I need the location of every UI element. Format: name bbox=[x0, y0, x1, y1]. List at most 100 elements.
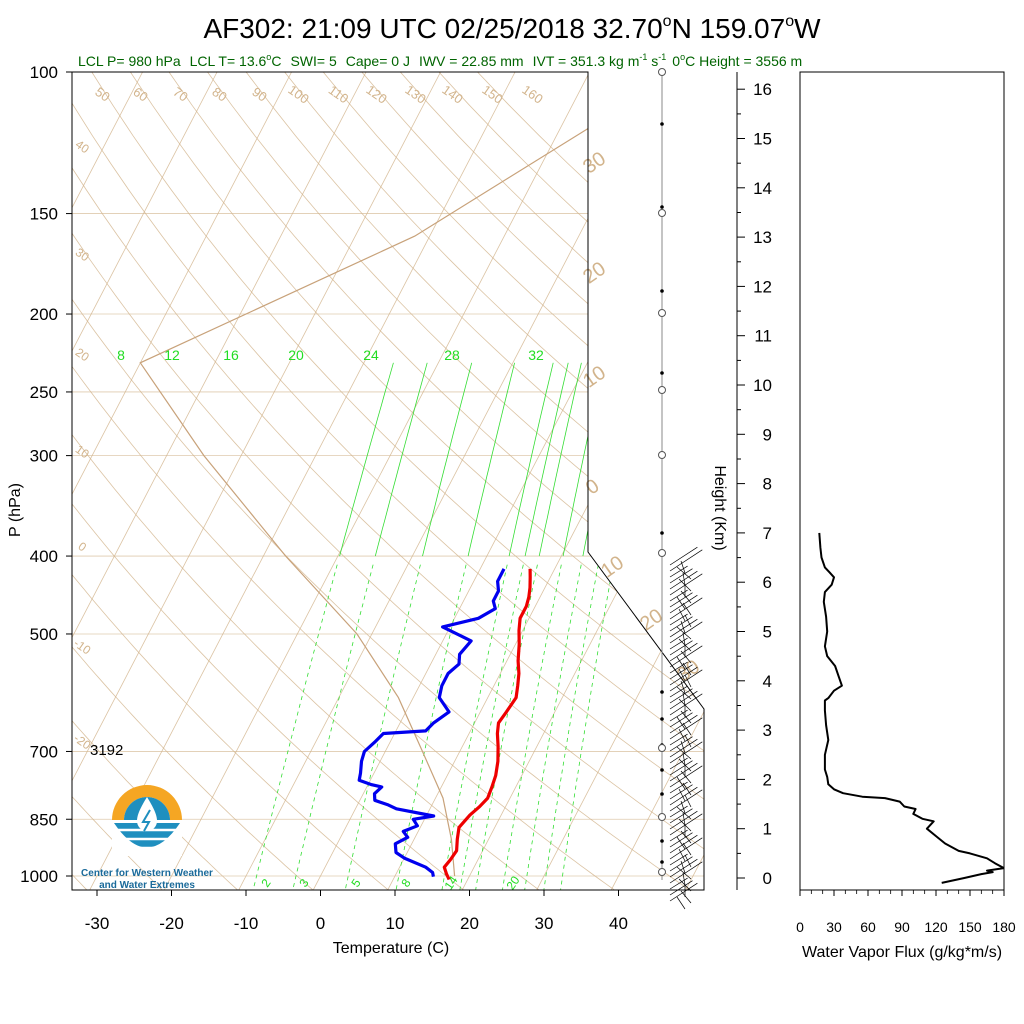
wind-barb-flag bbox=[680, 740, 686, 754]
mixing-ratio-label-bottom: 8 bbox=[398, 876, 413, 890]
wind-barb bbox=[669, 829, 688, 842]
wind-barb bbox=[669, 709, 688, 722]
dry-adiabat-line bbox=[130, 72, 704, 890]
pressure-tick-label: 200 bbox=[30, 305, 58, 324]
cw3e-logo: Center for Western Weather and Water Ext… bbox=[81, 785, 213, 891]
wind-barb bbox=[669, 549, 703, 572]
flux-tick-label: 180 bbox=[992, 919, 1016, 935]
barb-dot bbox=[660, 860, 664, 864]
wind-barb bbox=[669, 834, 698, 854]
mixing-ratio-line bbox=[344, 564, 421, 890]
mixing-ratio-label-top: 20 bbox=[288, 347, 304, 363]
isotherm-line bbox=[162, 72, 590, 890]
dry-adiabat-line bbox=[72, 72, 91, 890]
flux-plot: 0 30 60 90 120 150 180 Water Vapor Flux (g/kg*m… bbox=[796, 71, 1016, 961]
mixing-ratio-line bbox=[559, 564, 614, 890]
pressure-tick-label: 500 bbox=[30, 625, 58, 644]
dry-adiabat-line bbox=[72, 72, 704, 890]
pressure-tick-label: 1000 bbox=[20, 867, 58, 886]
mixing-ratio-line bbox=[599, 362, 639, 557]
isotherm-label: 40 bbox=[73, 137, 92, 156]
wind-barb-flag bbox=[678, 608, 686, 622]
wind-barb-flag bbox=[676, 656, 686, 670]
right-edge-label: 20 bbox=[579, 258, 610, 289]
wind-barb bbox=[669, 762, 698, 782]
logo-text-line2: and Water Extremes bbox=[99, 880, 195, 891]
pressure-tick-label: 850 bbox=[30, 810, 58, 829]
barb-dot bbox=[660, 839, 664, 843]
temperature-tick-label: 10 bbox=[386, 914, 405, 933]
wind-barb bbox=[669, 853, 688, 866]
barb-dot bbox=[660, 289, 664, 293]
isotherm-label: 20 bbox=[73, 345, 92, 364]
wind-barb bbox=[669, 832, 693, 848]
mixing-ratio-label-top: 32 bbox=[528, 347, 544, 363]
wind-barb bbox=[669, 738, 698, 758]
wind-barb bbox=[669, 757, 688, 770]
wind-barb-flag bbox=[682, 722, 692, 736]
dry-adiabat-line bbox=[0, 72, 14, 893]
temperature-tick-label: 20 bbox=[460, 914, 479, 933]
wind-barb-flag bbox=[684, 854, 692, 868]
wind-barb-flag bbox=[684, 734, 692, 748]
barb-dot bbox=[660, 768, 664, 772]
dry-adiabat-line bbox=[72, 72, 317, 890]
wind-barb-flag bbox=[682, 782, 692, 796]
height-tick-label: 3 bbox=[763, 721, 772, 740]
flux-frame bbox=[799, 71, 1005, 891]
dry-adiabat-line bbox=[72, 72, 393, 890]
wind-barb-flag bbox=[676, 746, 692, 760]
isotherm-line bbox=[72, 72, 367, 890]
dry-adiabat-line bbox=[72, 72, 704, 890]
isotherm-line bbox=[72, 72, 218, 890]
temperature-tick-label: -10 bbox=[234, 914, 259, 933]
wind-barb bbox=[669, 592, 693, 608]
dry-adiabat-line bbox=[284, 72, 704, 890]
logo-text-line1: Center for Western Weather bbox=[81, 868, 213, 879]
barb-dot bbox=[660, 371, 664, 375]
wind-barb bbox=[669, 685, 688, 698]
height-tick-label: 1 bbox=[763, 820, 772, 839]
mixing-ratio-label-top: 8 bbox=[117, 347, 125, 363]
mixing-ratio-line bbox=[422, 362, 473, 557]
wind-barb-flag bbox=[682, 872, 686, 886]
height-tick-label: 7 bbox=[763, 524, 772, 543]
wind-barb-flag bbox=[680, 860, 686, 874]
dry-adiabat-line bbox=[72, 72, 695, 890]
wind-barb bbox=[669, 597, 703, 620]
wind-barb bbox=[669, 546, 698, 566]
wind-barb bbox=[669, 616, 693, 632]
mixing-ratio-label-bottom: 5 bbox=[348, 876, 363, 890]
wind-barb bbox=[669, 637, 688, 650]
dry-adiabat-label: 160 bbox=[519, 82, 545, 107]
wind-barb bbox=[669, 861, 703, 884]
wind-barb bbox=[669, 733, 688, 746]
barb-dot bbox=[660, 690, 664, 694]
mixing-ratio-line bbox=[467, 362, 515, 557]
wind-barb bbox=[669, 813, 703, 836]
dry-adiabat-label: 100 bbox=[285, 82, 311, 107]
flux-line bbox=[818, 532, 1004, 884]
wind-barb bbox=[669, 786, 698, 806]
barb-dot bbox=[660, 792, 664, 796]
height-axis-label: Height (Km) bbox=[711, 465, 728, 550]
isotherm-line bbox=[0, 72, 68, 893]
dry-adiabat-label: 110 bbox=[326, 82, 352, 106]
wind-barb bbox=[669, 618, 698, 638]
wind-barb-flag bbox=[676, 626, 692, 640]
height-tick-label: 10 bbox=[753, 376, 772, 395]
wind-barb bbox=[669, 640, 693, 656]
dry-adiabat-label: 80 bbox=[209, 84, 229, 105]
mixing-ratio-line bbox=[339, 362, 394, 557]
height-tick-label: 13 bbox=[753, 228, 772, 247]
wind-barb bbox=[669, 693, 703, 716]
mixing-ratio-label-bottom: 2 bbox=[258, 876, 273, 890]
mixing-ratio-line bbox=[374, 362, 428, 557]
wind-barb-flag bbox=[678, 668, 686, 682]
flux-tick-label: 60 bbox=[860, 919, 876, 935]
height-tick-label: 9 bbox=[763, 425, 772, 444]
calm-circle bbox=[658, 386, 666, 394]
wind-barb bbox=[669, 810, 698, 830]
wind-barb-flag bbox=[676, 716, 686, 730]
mixing-ratio-label-bottom: 3 bbox=[296, 876, 311, 890]
